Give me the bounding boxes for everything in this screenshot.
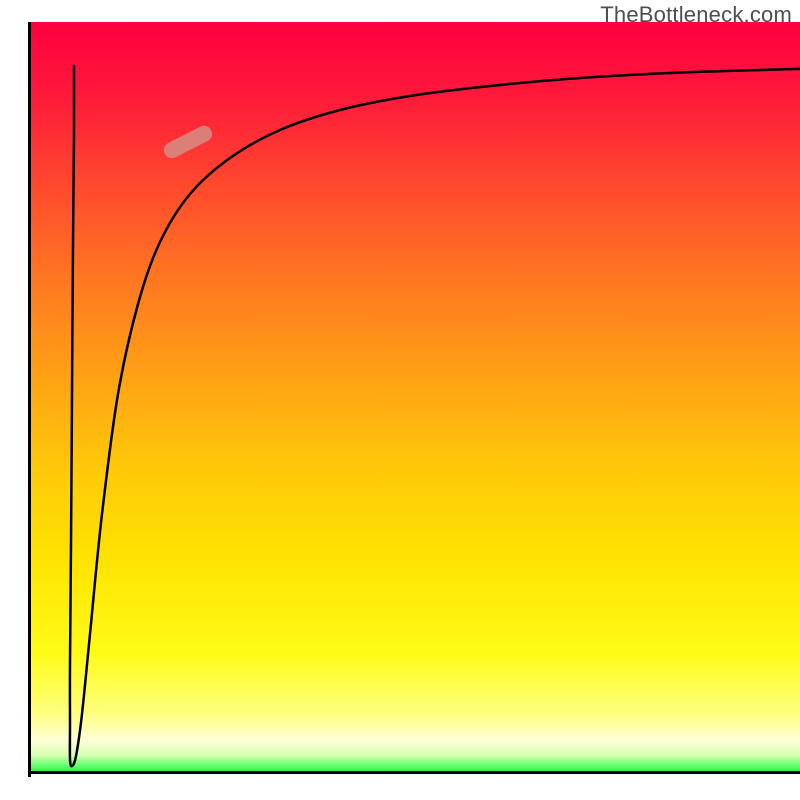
- gradient-background: [30, 22, 800, 774]
- plot-area: [30, 22, 800, 774]
- attribution-text: TheBottleneck.com: [600, 2, 792, 28]
- y-axis: [28, 22, 31, 777]
- x-axis: [30, 771, 800, 774]
- bottleneck-chart: TheBottleneck.com: [0, 0, 800, 800]
